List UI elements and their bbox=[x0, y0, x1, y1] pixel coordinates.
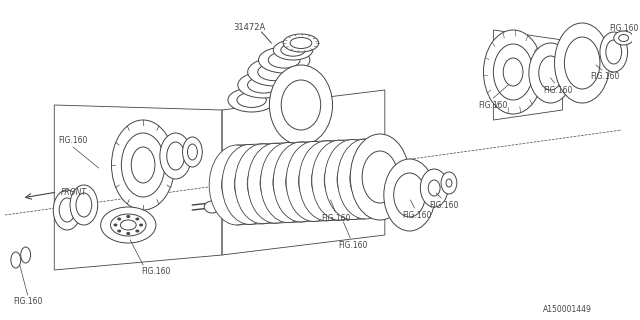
Ellipse shape bbox=[247, 162, 278, 206]
Ellipse shape bbox=[234, 163, 265, 206]
Text: 31472A: 31472A bbox=[234, 22, 266, 31]
Ellipse shape bbox=[188, 144, 197, 160]
Ellipse shape bbox=[554, 23, 610, 103]
Ellipse shape bbox=[118, 218, 121, 220]
Text: FRONT: FRONT bbox=[61, 188, 87, 196]
Ellipse shape bbox=[248, 143, 303, 223]
Ellipse shape bbox=[290, 187, 302, 205]
Text: FIG.160: FIG.160 bbox=[141, 268, 171, 276]
Text: FIG.160: FIG.160 bbox=[321, 213, 350, 222]
Ellipse shape bbox=[606, 40, 621, 64]
Ellipse shape bbox=[136, 230, 139, 232]
Ellipse shape bbox=[111, 214, 146, 236]
Ellipse shape bbox=[248, 77, 280, 93]
Ellipse shape bbox=[564, 37, 600, 89]
Ellipse shape bbox=[539, 56, 563, 90]
Text: FIG.160: FIG.160 bbox=[429, 201, 459, 210]
Ellipse shape bbox=[160, 133, 191, 179]
Ellipse shape bbox=[281, 44, 305, 56]
Ellipse shape bbox=[362, 151, 397, 203]
Ellipse shape bbox=[384, 159, 435, 231]
Ellipse shape bbox=[140, 224, 143, 226]
Ellipse shape bbox=[53, 190, 81, 230]
Ellipse shape bbox=[548, 66, 561, 76]
Ellipse shape bbox=[350, 157, 380, 201]
Text: FIG.160: FIG.160 bbox=[339, 241, 368, 250]
Ellipse shape bbox=[127, 215, 130, 218]
Ellipse shape bbox=[237, 92, 266, 108]
Ellipse shape bbox=[260, 161, 291, 205]
Ellipse shape bbox=[215, 201, 229, 211]
Ellipse shape bbox=[299, 141, 354, 221]
Ellipse shape bbox=[70, 185, 98, 225]
Ellipse shape bbox=[269, 65, 333, 145]
Ellipse shape bbox=[284, 179, 308, 213]
Text: FIG.160: FIG.160 bbox=[403, 211, 432, 220]
Ellipse shape bbox=[118, 230, 121, 232]
Ellipse shape bbox=[273, 142, 328, 222]
Ellipse shape bbox=[268, 52, 300, 68]
Ellipse shape bbox=[503, 58, 523, 86]
Ellipse shape bbox=[286, 141, 341, 221]
Ellipse shape bbox=[324, 158, 355, 202]
Ellipse shape bbox=[483, 30, 543, 114]
Ellipse shape bbox=[290, 37, 312, 49]
Ellipse shape bbox=[120, 220, 136, 230]
Ellipse shape bbox=[619, 35, 628, 42]
Text: A150001449: A150001449 bbox=[543, 306, 592, 315]
Ellipse shape bbox=[167, 142, 184, 170]
Ellipse shape bbox=[285, 160, 316, 204]
Ellipse shape bbox=[258, 63, 291, 81]
Text: FIG.160: FIG.160 bbox=[543, 85, 572, 94]
Ellipse shape bbox=[228, 88, 275, 112]
Ellipse shape bbox=[441, 172, 457, 194]
Ellipse shape bbox=[312, 140, 367, 220]
Ellipse shape bbox=[260, 143, 316, 223]
Ellipse shape bbox=[111, 120, 175, 210]
Ellipse shape bbox=[76, 193, 92, 217]
Text: FIG.160: FIG.160 bbox=[58, 135, 88, 145]
Ellipse shape bbox=[235, 144, 290, 224]
Ellipse shape bbox=[614, 31, 634, 45]
Ellipse shape bbox=[312, 159, 342, 203]
Ellipse shape bbox=[281, 80, 321, 130]
Ellipse shape bbox=[259, 47, 310, 73]
Text: FIG.160: FIG.160 bbox=[609, 23, 638, 33]
Ellipse shape bbox=[420, 169, 448, 207]
Ellipse shape bbox=[324, 140, 380, 220]
Ellipse shape bbox=[428, 180, 440, 196]
Ellipse shape bbox=[131, 147, 155, 183]
Ellipse shape bbox=[394, 173, 426, 217]
Ellipse shape bbox=[226, 201, 238, 209]
Ellipse shape bbox=[493, 44, 533, 100]
Text: FIG.160: FIG.160 bbox=[479, 100, 508, 109]
Ellipse shape bbox=[299, 159, 329, 204]
Ellipse shape bbox=[337, 139, 393, 219]
Ellipse shape bbox=[222, 144, 277, 224]
Ellipse shape bbox=[209, 145, 264, 225]
Ellipse shape bbox=[350, 134, 410, 220]
Ellipse shape bbox=[273, 40, 313, 60]
Ellipse shape bbox=[136, 218, 139, 220]
Ellipse shape bbox=[273, 161, 303, 204]
Ellipse shape bbox=[446, 179, 452, 187]
Ellipse shape bbox=[114, 224, 117, 226]
Ellipse shape bbox=[20, 247, 31, 263]
Ellipse shape bbox=[337, 158, 367, 202]
Ellipse shape bbox=[283, 34, 319, 52]
Ellipse shape bbox=[204, 201, 220, 213]
Ellipse shape bbox=[248, 58, 301, 86]
Ellipse shape bbox=[238, 72, 289, 98]
Ellipse shape bbox=[221, 163, 252, 207]
Ellipse shape bbox=[100, 207, 156, 243]
Ellipse shape bbox=[127, 233, 130, 235]
Ellipse shape bbox=[529, 43, 572, 103]
Text: FIG.160: FIG.160 bbox=[590, 71, 620, 81]
Text: FIG.160: FIG.160 bbox=[13, 298, 42, 307]
Ellipse shape bbox=[11, 252, 20, 268]
Ellipse shape bbox=[60, 198, 75, 222]
Ellipse shape bbox=[122, 133, 164, 197]
Ellipse shape bbox=[600, 32, 628, 72]
Ellipse shape bbox=[182, 137, 202, 167]
